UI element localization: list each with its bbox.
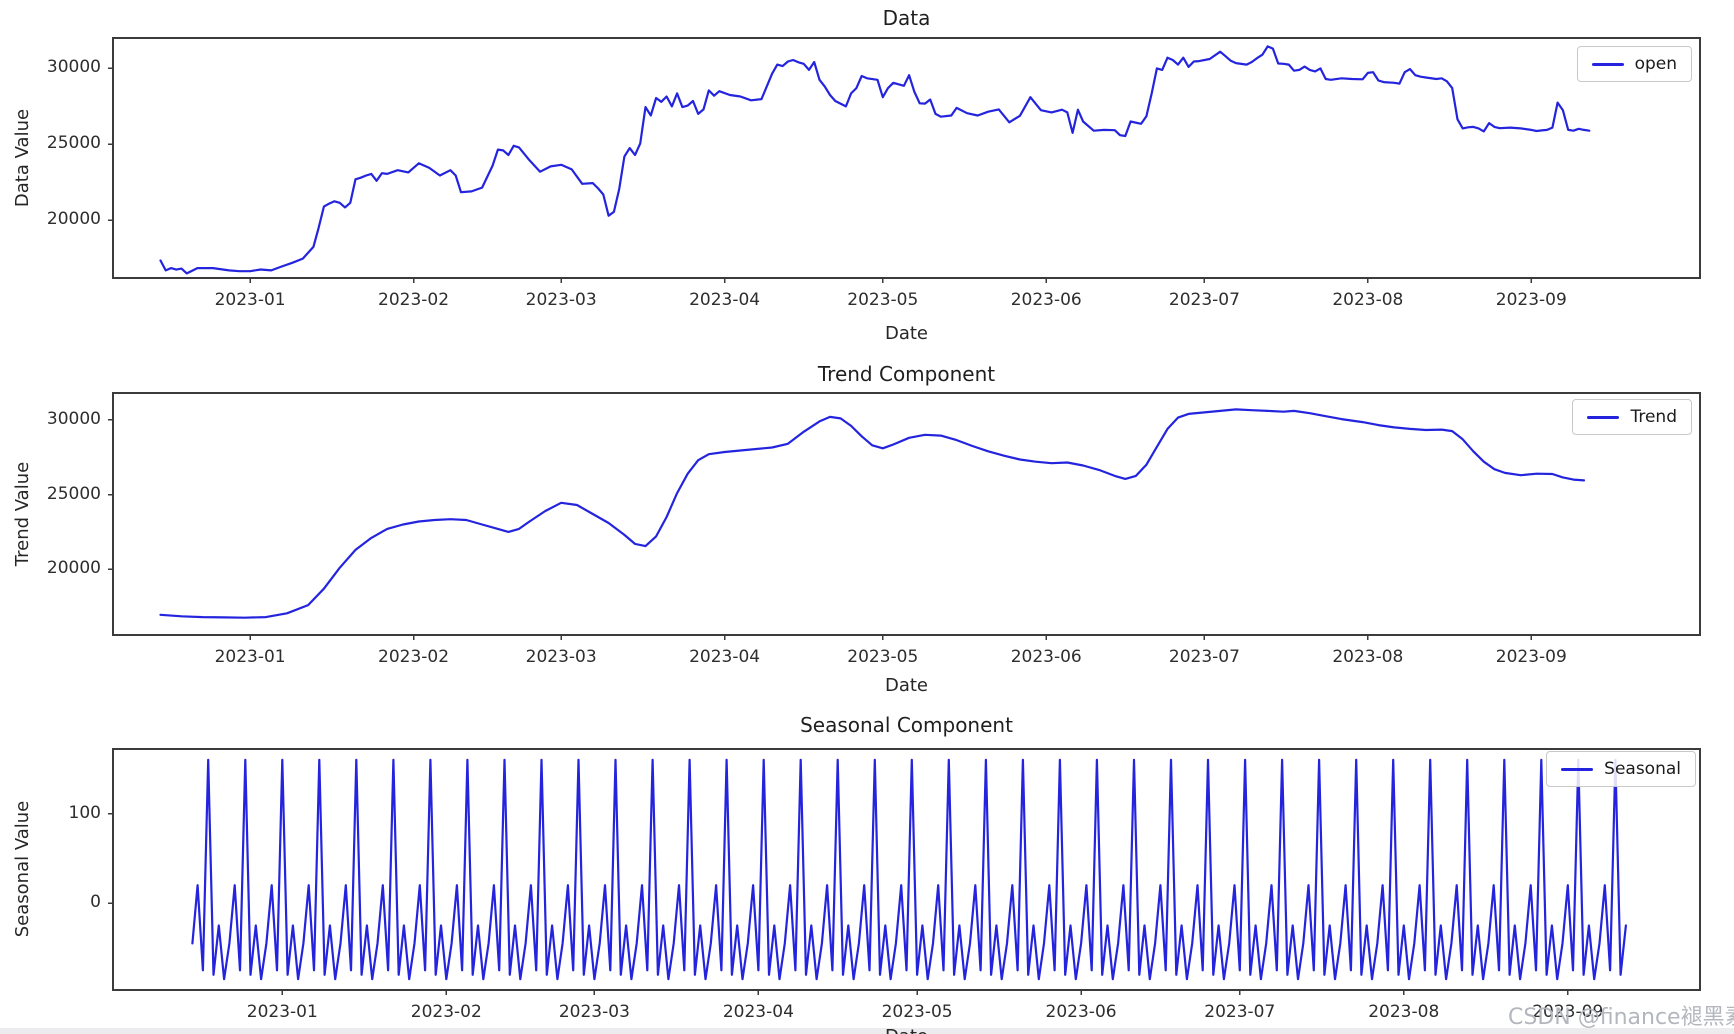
seasonal-x-axis-label: Date <box>113 1026 1700 1034</box>
x-tick-label: 2023-08 <box>1332 290 1404 310</box>
x-tick-label: 2023-09 <box>1495 647 1567 667</box>
legend-open: open <box>1576 46 1692 82</box>
open-line-swatch <box>1591 62 1624 66</box>
y-tick-label: 25000 <box>46 133 101 154</box>
y-tick-label: 30000 <box>46 57 101 78</box>
y-tick-label: 30000 <box>46 408 101 429</box>
x-tick-label: 2023-02 <box>378 647 450 667</box>
plot-frame-0 <box>112 37 1701 279</box>
data-y-axis-label: Data Value <box>12 108 33 208</box>
x-tick-label: 2023-09 <box>1532 1002 1604 1022</box>
subplot-seasonal-title: Seasonal Component <box>800 713 1013 737</box>
x-tick-label: 2023-04 <box>689 647 761 667</box>
legend-open-label: open <box>1634 54 1677 74</box>
x-tick-label: 2023-06 <box>1045 1002 1117 1022</box>
x-tick-label: 2023-02 <box>410 1002 482 1022</box>
trend-x-axis-label: Date <box>884 675 929 696</box>
x-tick-label: 2023-05 <box>847 647 919 667</box>
legend-trend-label: Trend <box>1630 407 1677 427</box>
x-tick-label: 2023-02 <box>378 290 450 310</box>
x-tick-label: 2023-04 <box>722 1002 794 1022</box>
legend-trend: Trend <box>1572 399 1692 435</box>
trend-line-swatch <box>1587 415 1620 419</box>
legend-seasonal-label: Seasonal <box>1604 759 1681 779</box>
x-tick-label: 2023-07 <box>1204 1002 1276 1022</box>
open-line <box>159 45 1591 275</box>
x-tick-label: 2023-08 <box>1368 1002 1440 1022</box>
seasonal-line-swatch <box>1561 767 1594 771</box>
x-tick-label: 2023-01 <box>214 290 286 310</box>
legend-seasonal: Seasonal <box>1546 751 1696 787</box>
x-tick-label: 2023-03 <box>558 1002 630 1022</box>
plot-frame-2 <box>112 748 1701 991</box>
seasonal-line <box>191 758 1628 981</box>
x-tick-label: 2023-03 <box>525 290 597 310</box>
x-tick-label: 2023-05 <box>847 290 919 310</box>
page-edge-strip <box>0 1028 1734 1034</box>
x-tick-label: 2023-05 <box>881 1002 953 1022</box>
seasonal-y-axis-label: Seasonal Value <box>12 800 33 938</box>
y-tick-label: 20000 <box>46 209 101 230</box>
x-tick-label: 2023-09 <box>1495 290 1567 310</box>
trend-line <box>159 408 1586 619</box>
x-tick-label: 2023-06 <box>1010 647 1082 667</box>
x-tick-label: 2023-08 <box>1332 647 1404 667</box>
y-tick-label: 0 <box>90 892 101 913</box>
csdn-watermark: CSDN @finance褪黑素 <box>1508 1005 1734 1030</box>
x-tick-label: 2023-04 <box>689 290 761 310</box>
plot-frame-1 <box>112 392 1701 636</box>
subplot-data-title: Data <box>882 6 931 30</box>
y-tick-label: 25000 <box>46 483 101 504</box>
y-tick-label: 100 <box>68 802 101 823</box>
x-tick-label: 2023-07 <box>1168 647 1240 667</box>
x-tick-label: 2023-06 <box>1010 290 1082 310</box>
x-tick-label: 2023-01 <box>246 1002 318 1022</box>
data-x-axis-label: Date <box>884 323 929 344</box>
x-tick-label: 2023-07 <box>1168 290 1240 310</box>
x-tick-label: 2023-01 <box>214 647 286 667</box>
y-tick-label: 20000 <box>46 558 101 579</box>
x-tick-label: 2023-03 <box>525 647 597 667</box>
subplot-trend-title: Trend Component <box>817 362 996 386</box>
